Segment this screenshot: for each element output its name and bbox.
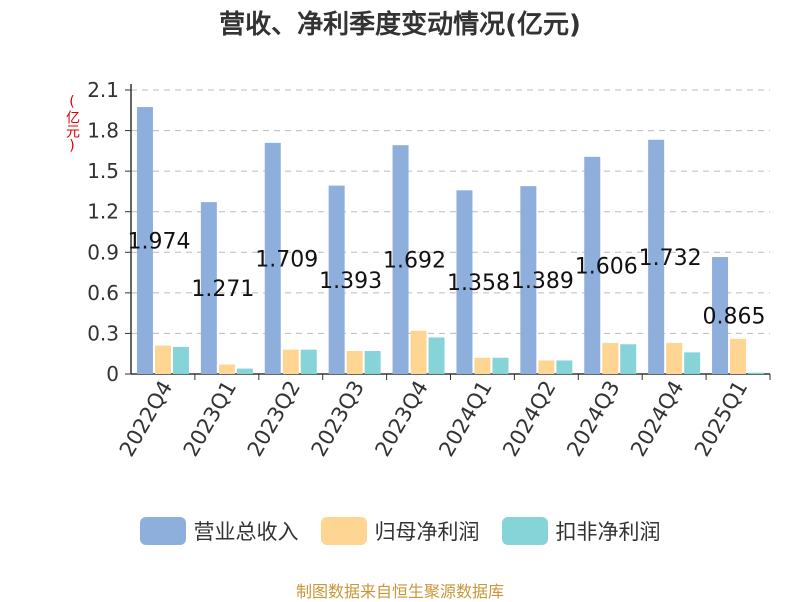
bar-deducted-net-profit xyxy=(684,352,701,374)
y-tick-label: 1.8 xyxy=(87,119,119,143)
legend-item-deducted-net-profit[interactable]: 扣非净利润 xyxy=(501,516,661,546)
legend-swatch-net-profit xyxy=(320,517,367,545)
bar-net-profit xyxy=(410,330,427,374)
x-tick-label: 2023Q3 xyxy=(307,377,369,461)
bar-revenue xyxy=(584,156,601,374)
legend: 营业总收入 归母净利润 扣非净利润 xyxy=(0,516,800,546)
bar-deducted-net-profit xyxy=(620,344,637,374)
legend-item-revenue[interactable]: 营业总收入 xyxy=(139,516,299,546)
bar-revenue xyxy=(712,257,729,374)
data-label-revenue: 1.389 xyxy=(511,269,574,294)
bar-deducted-net-profit xyxy=(236,368,253,374)
bar-deducted-net-profit xyxy=(748,372,765,374)
data-label-revenue: 1.393 xyxy=(319,269,382,294)
bar-net-profit xyxy=(154,345,171,374)
bar-net-profit xyxy=(538,360,555,374)
bar-revenue xyxy=(648,139,665,374)
legend-label-deducted-net-profit: 扣非净利润 xyxy=(555,520,661,544)
x-tick-label: 2022Q4 xyxy=(115,377,177,461)
bar-net-profit xyxy=(730,338,747,374)
bar-revenue xyxy=(264,142,281,374)
x-tick-label: 2024Q2 xyxy=(498,377,560,461)
data-label-revenue: 0.865 xyxy=(703,305,766,330)
data-label-revenue: 1.974 xyxy=(127,230,190,255)
bar-revenue xyxy=(328,185,345,374)
source-note: 制图数据来自恒生聚源数据库 xyxy=(295,582,504,601)
x-tick-label: 2024Q1 xyxy=(434,377,496,461)
bar-revenue xyxy=(392,145,409,374)
y-tick-label: 1.2 xyxy=(87,200,119,224)
bar-net-profit xyxy=(218,364,235,374)
x-tick-label: 2024Q4 xyxy=(626,377,688,461)
data-label-revenue: 1.732 xyxy=(639,246,702,271)
y-tick-label: 1.5 xyxy=(87,159,119,183)
bar-net-profit xyxy=(474,357,491,374)
y-tick-label: 0.6 xyxy=(87,281,119,305)
x-tick-label: 2023Q1 xyxy=(179,377,241,461)
legend-swatch-revenue xyxy=(139,517,186,545)
bar-revenue xyxy=(136,107,153,374)
data-label-revenue: 1.271 xyxy=(191,277,254,302)
y-tick-label: 0 xyxy=(106,362,119,386)
legend-label-revenue: 营业总收入 xyxy=(193,520,299,544)
y-tick-label: 0.9 xyxy=(87,240,119,264)
y-axis-unit-label: (亿元) xyxy=(64,94,80,154)
chart-title: 营收、净利季度变动情况(亿元) xyxy=(219,10,581,40)
data-label-revenue: 1.692 xyxy=(383,249,446,274)
x-tick-label: 2023Q2 xyxy=(243,377,305,461)
bar-deducted-net-profit xyxy=(172,346,189,374)
bar-net-profit xyxy=(346,351,363,374)
legend-label-net-profit: 归母净利润 xyxy=(374,520,480,544)
bar-deducted-net-profit xyxy=(556,360,573,374)
bar-revenue xyxy=(520,186,537,374)
bar-net-profit xyxy=(666,342,683,374)
bar-deducted-net-profit xyxy=(364,351,381,374)
bar-net-profit xyxy=(602,342,619,374)
bar-revenue xyxy=(456,190,473,374)
bar-deducted-net-profit xyxy=(300,349,317,374)
x-tick-label: 2024Q3 xyxy=(562,377,624,461)
data-label-revenue: 1.358 xyxy=(447,271,510,296)
bar-deducted-net-profit xyxy=(492,357,509,374)
y-tick-label: 0.3 xyxy=(87,321,119,345)
data-label-revenue: 1.709 xyxy=(255,247,318,272)
bar-net-profit xyxy=(282,349,299,374)
bar-revenue xyxy=(200,202,217,374)
x-tick-label: 2025Q1 xyxy=(690,377,752,461)
y-tick-label: 2.1 xyxy=(87,78,119,102)
legend-item-net-profit[interactable]: 归母净利润 xyxy=(320,516,480,546)
bar-deducted-net-profit xyxy=(428,337,445,374)
x-tick-label: 2023Q4 xyxy=(370,377,432,461)
legend-swatch-deducted-net-profit xyxy=(501,517,548,545)
data-label-revenue: 1.606 xyxy=(575,254,638,279)
